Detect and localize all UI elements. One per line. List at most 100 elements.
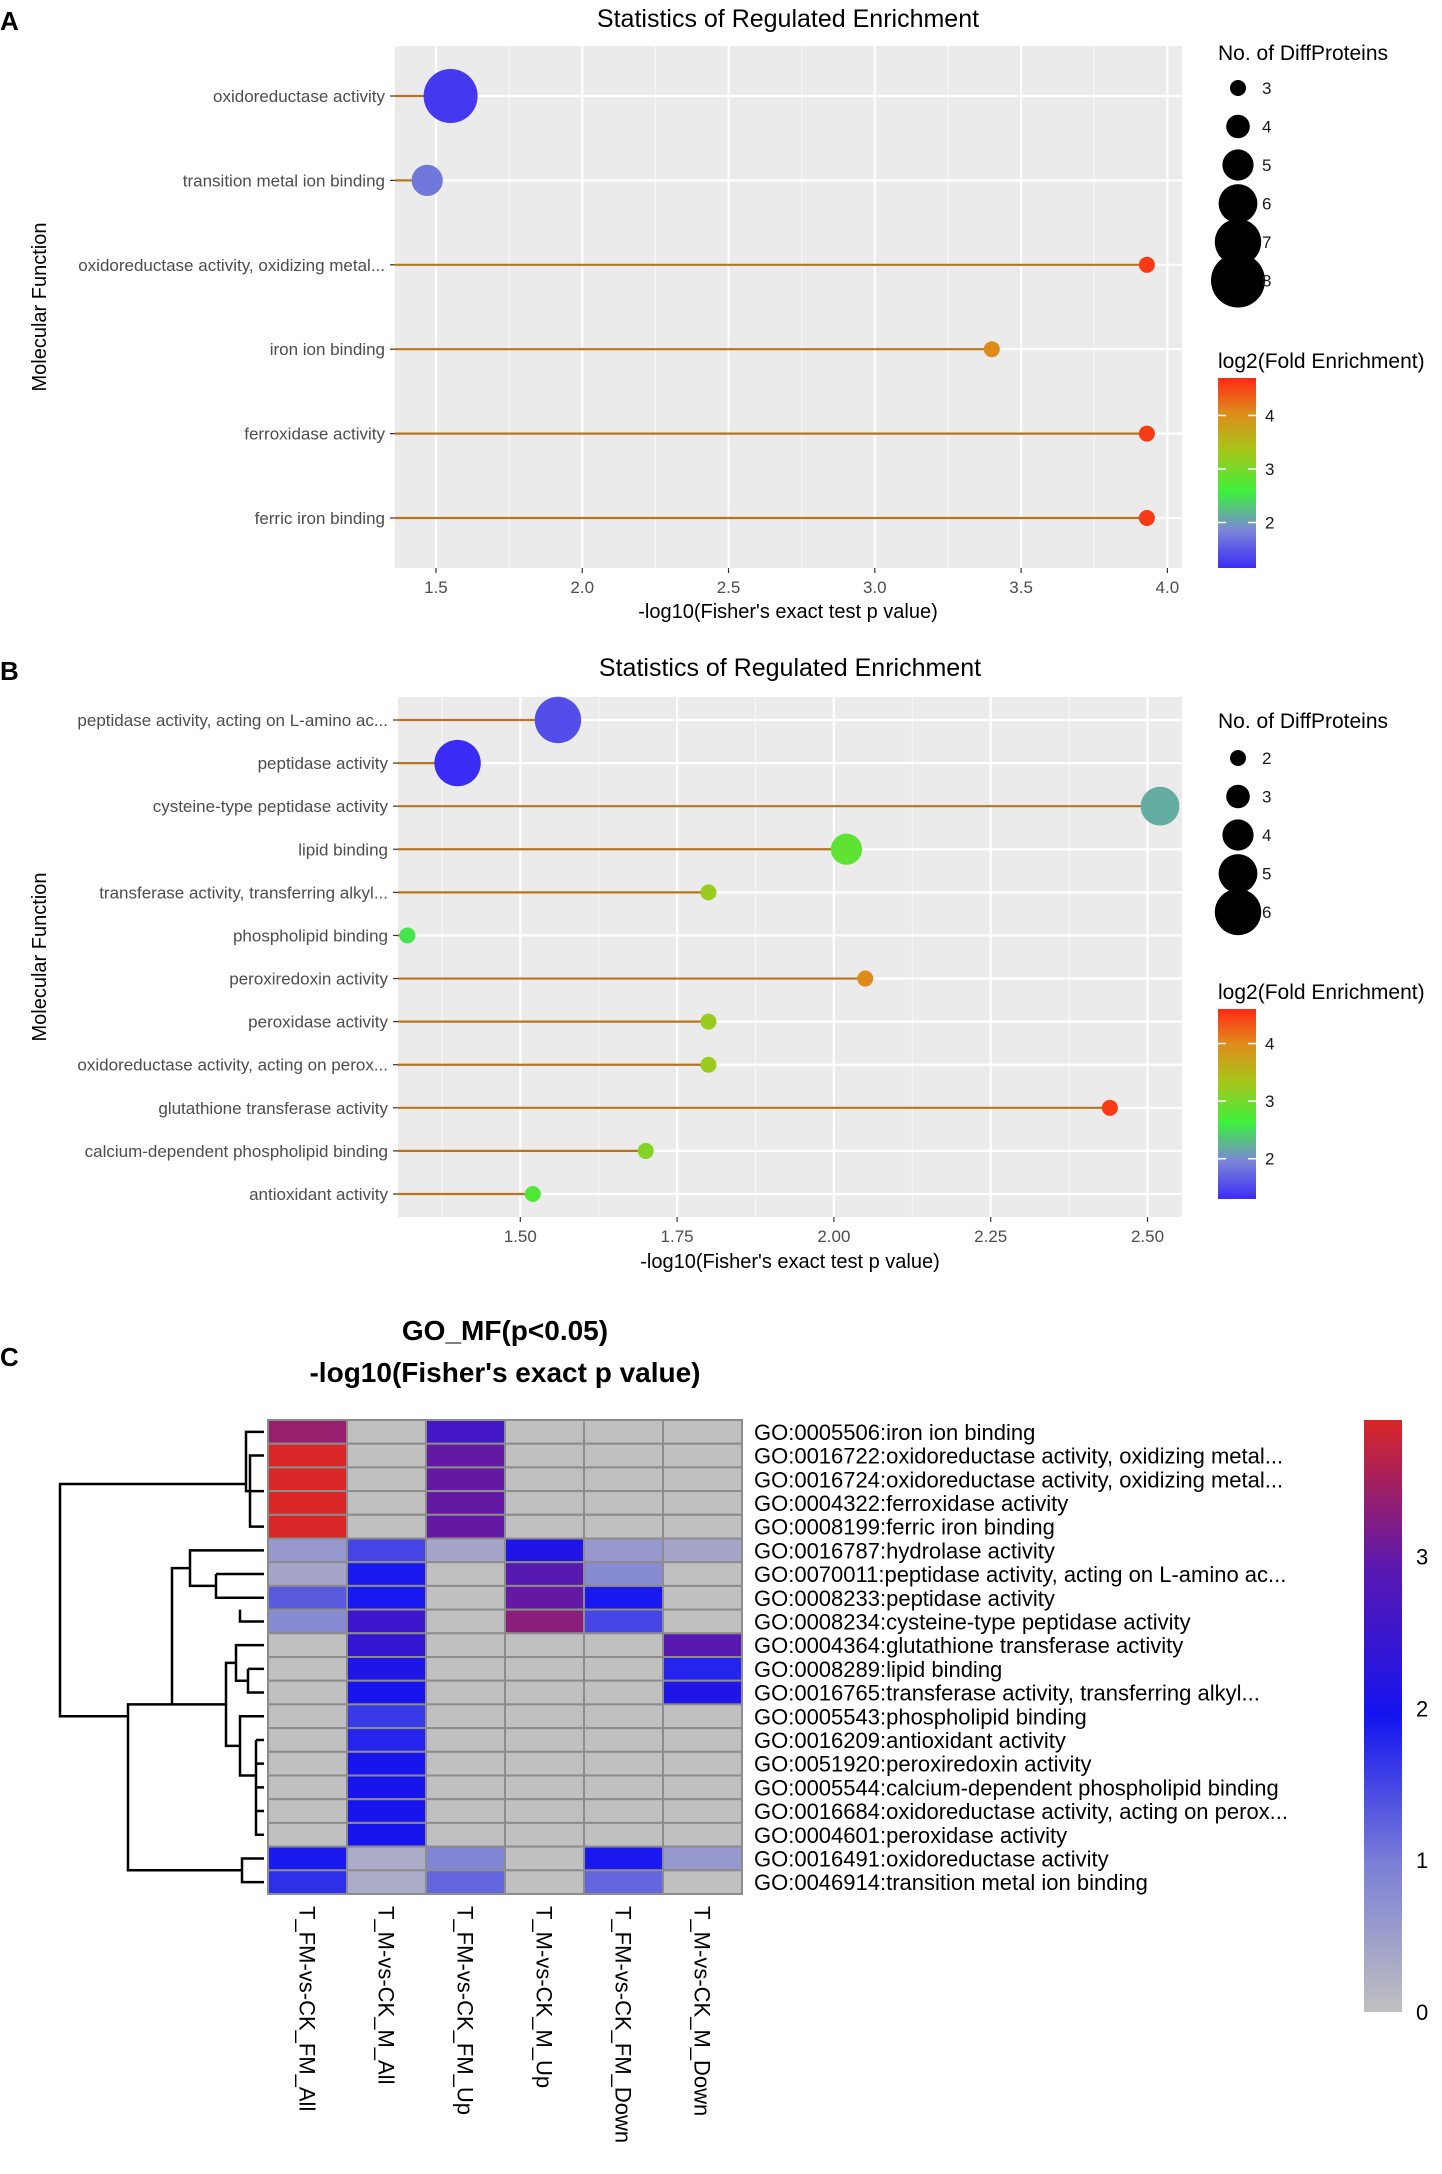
heatmap-cell (663, 1728, 742, 1752)
heatmap-cell (505, 1776, 584, 1800)
heatmap-cell (426, 1586, 505, 1610)
panel-b-xlabel: -log10(Fisher's exact test p value) (640, 1251, 940, 1273)
heatmap-cell (584, 1491, 663, 1515)
dendrogram-branch (240, 1716, 264, 1775)
y-tick-label: phospholipid binding (233, 926, 388, 945)
heatmap-cell (347, 1657, 426, 1681)
lollipop-point (700, 1057, 716, 1073)
heatmap-row-label: GO:0016491:oxidoreductase activity (754, 1846, 1109, 1871)
heatmap-row-label: GO:0004322:ferroxidase activity (754, 1491, 1068, 1516)
heatmap-cell (505, 1491, 584, 1515)
heatmap-row-label: GO:0046914:transition metal ion binding (754, 1870, 1148, 1895)
size-legend-dot (1226, 785, 1250, 809)
heatmap-cell (347, 1681, 426, 1705)
heatmap-cell (426, 1657, 505, 1681)
heatmap-row-label: GO:0005544:calcium-dependent phospholipi… (754, 1775, 1279, 1800)
panel-a-ylabel: Molecular Function (29, 223, 51, 392)
heatmap-row-label: GO:0016765:transferase activity, transfe… (754, 1681, 1260, 1706)
panel-label-b: B (0, 656, 19, 686)
lollipop-point (412, 165, 443, 196)
heatmap-row-label: GO:0016209:antioxidant activity (754, 1728, 1066, 1753)
y-tick-label: iron ion binding (270, 340, 385, 359)
y-tick-label: lipid binding (298, 840, 388, 859)
y-tick-label: oxidoreductase activity (213, 87, 385, 106)
panel-a-x-tick-labels: 1.5 2.0 2.5 3.0 3.5 4.0 (424, 568, 1179, 597)
heatmap-cell (268, 1562, 347, 1586)
panel-a-color-legend: log2(Fold Enrichment) 234 (1218, 350, 1425, 568)
size-legend-label: 8 (1262, 272, 1271, 291)
heatmap-cell (268, 1799, 347, 1823)
x-tick-label: 2.0 (570, 578, 594, 597)
heatmap-cell (663, 1870, 742, 1894)
size-legend-label: 3 (1262, 788, 1271, 807)
lollipop-point (525, 1186, 541, 1202)
heatmap-cell (268, 1870, 347, 1894)
size-legend-dot (1226, 115, 1250, 139)
lollipop-point (424, 69, 478, 123)
heatmap-column-label: T_FM-vs-CK_FM_Down (611, 1906, 636, 2143)
heatmap-cell (426, 1420, 505, 1444)
heatmap-cell (505, 1610, 584, 1634)
panel-label-a: A (0, 6, 19, 36)
x-tick-label: 3.0 (863, 578, 887, 597)
heatmap-cell (505, 1562, 584, 1586)
heatmap-color-legend: 0 1 2 3 (1364, 1420, 1428, 2025)
heatmap-cell (426, 1467, 505, 1491)
dendrogram-branch (246, 1432, 264, 1491)
color-legend-title: log2(Fold Enrichment) (1218, 350, 1425, 373)
lollipop-point (1139, 510, 1155, 526)
heatmap-cell (268, 1539, 347, 1563)
size-legend-dot (1222, 149, 1253, 180)
lollipop-point (1139, 257, 1155, 273)
heatmap-cell (505, 1515, 584, 1539)
heatmap-cell (584, 1847, 663, 1871)
color-tick-label: 4 (1265, 1035, 1274, 1054)
heatmap-cell (347, 1586, 426, 1610)
heatmap-cell (347, 1444, 426, 1468)
heatmap-cell (584, 1704, 663, 1728)
size-legend-label: 6 (1262, 903, 1271, 922)
heatmap-cell (268, 1610, 347, 1634)
color-tick-label: 3 (1265, 460, 1274, 479)
y-tick-label: oxidoreductase activity, oxidizing metal… (78, 256, 385, 275)
heatmap-cell (584, 1586, 663, 1610)
heatmap-cell (268, 1633, 347, 1657)
lollipop-point (434, 740, 480, 786)
heatmap-row-label: GO:0004364:glutathione transferase activ… (754, 1633, 1183, 1658)
heatmap-column-label: T_M-vs-CK_M_All (374, 1906, 399, 2084)
lollipop-point (984, 341, 1000, 357)
x-tick-label: 1.50 (504, 1227, 537, 1246)
heatmap-row-label: GO:0008289:lipid binding (754, 1657, 1002, 1682)
lollipop-point (1141, 787, 1180, 826)
heatmap-row-label: GO:0008233:peptidase activity (754, 1586, 1055, 1611)
heatmap-cell (584, 1633, 663, 1657)
color-tick-label: 2 (1265, 514, 1274, 533)
heatmap-cell (584, 1752, 663, 1776)
heatmap-row-label: GO:0005506:iron ion binding (754, 1420, 1035, 1445)
heatmap-color-tick-label: 1 (1416, 1848, 1428, 1873)
size-legend-label: 6 (1262, 195, 1271, 214)
lollipop-point (399, 927, 415, 943)
size-legend-dot (1211, 254, 1265, 308)
heatmap-cell (268, 1657, 347, 1681)
heatmap-cell (426, 1515, 505, 1539)
panel-b-x-tick-labels: 1.50 1.75 2.00 2.25 2.50 (504, 1217, 1164, 1246)
x-tick-label: 1.75 (661, 1227, 694, 1246)
x-tick-label: 2.00 (817, 1227, 850, 1246)
dendrogram-branch (248, 1669, 264, 1693)
panel-b-y-tick-labels: peptidase activity, acting on L-amino ac… (77, 711, 398, 1204)
heatmap-cell (584, 1870, 663, 1894)
heatmap-cell (347, 1562, 426, 1586)
heatmap-cell (268, 1491, 347, 1515)
dendrogram-branch (216, 1574, 264, 1598)
heatmap-cell (505, 1444, 584, 1468)
panel-b-title: Statistics of Regulated Enrichment (599, 654, 981, 682)
size-legend-title: No. of DiffProteins (1218, 710, 1388, 733)
panel-a-plot-area (395, 46, 1182, 568)
lollipop-point (857, 971, 873, 987)
heatmap-cell (584, 1515, 663, 1539)
heatmap-row-label: GO:0008199:ferric iron binding (754, 1515, 1055, 1540)
heatmap-cell (347, 1752, 426, 1776)
heatmap-cell (426, 1799, 505, 1823)
panel-b: B Statistics of Regulated Enrichment pep… (0, 654, 1425, 1273)
